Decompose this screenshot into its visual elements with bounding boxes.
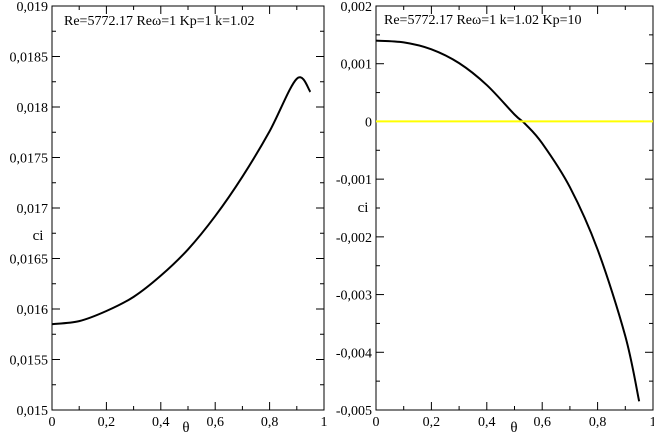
plot-frame <box>52 6 324 410</box>
y-tick-label: 0,0165 <box>10 253 49 268</box>
y-tick-label: 0 <box>365 115 372 130</box>
chart-panel-1: 0 0,2 0,4 0,6 0,8 1 0,015 0,0155 0,016 0,0165 0,01… <box>10 0 328 436</box>
y-tick-label: -0,003 <box>336 289 372 304</box>
parameter-annotation: Re=5772.17 Reω=1 Kp=1 k=1.02 <box>64 14 255 29</box>
y-tick-label: 0,019 <box>17 0 49 15</box>
x-tick-label: 0,6 <box>533 415 551 430</box>
y-tick-label: -0,005 <box>336 404 372 419</box>
y-axis-label: ci <box>33 228 44 244</box>
x-tick-label: 0 <box>49 415 56 430</box>
series-line-1 <box>376 41 639 402</box>
x-tick-label: 0,2 <box>98 415 116 430</box>
y-tick-label: 0,016 <box>17 303 49 318</box>
x-tick-label: 0,4 <box>478 415 496 430</box>
x-tick-label: 1 <box>321 415 328 430</box>
x-tick-label: 0,2 <box>423 415 441 430</box>
x-tick-label: 0 <box>373 415 380 430</box>
x-tick-label: 1 <box>650 415 654 430</box>
chart-panel-2: 0 0,2 0,4 0,6 0,8 1 -0,005 -0,004 -0,003 -0,002 -0… <box>336 0 654 436</box>
x-tick-label: 0,6 <box>206 415 224 430</box>
y-tick-label: 0,0155 <box>10 354 49 369</box>
y-tick-label: 0,018 <box>17 101 49 116</box>
y-tick-label: 0,0175 <box>10 152 49 167</box>
plot-frame <box>376 6 653 410</box>
y-tick-label: 0,015 <box>17 404 49 419</box>
y-tick-label: 0,001 <box>341 58 373 73</box>
x-tick-label: 0,4 <box>152 415 170 430</box>
series-line-1 <box>52 77 310 324</box>
y-tick-label: -0,004 <box>336 346 372 361</box>
x-tick-label: 0,8 <box>589 415 607 430</box>
parameter-annotation: Re=5772.17 Reω=1 k=1.02 Kp=10 <box>384 13 582 28</box>
y-tick-label: 0,017 <box>17 202 49 217</box>
x-axis-label: θ <box>510 420 517 436</box>
x-axis-label: θ <box>182 420 189 436</box>
y-axis-label: ci <box>358 200 369 216</box>
y-tick-label: -0,002 <box>336 231 372 246</box>
y-tick-label: -0,001 <box>336 173 372 188</box>
x-tick-label: 0,8 <box>261 415 279 430</box>
y-tick-label: 0,002 <box>341 0 373 15</box>
y-tick-label: 0,0185 <box>10 51 49 66</box>
